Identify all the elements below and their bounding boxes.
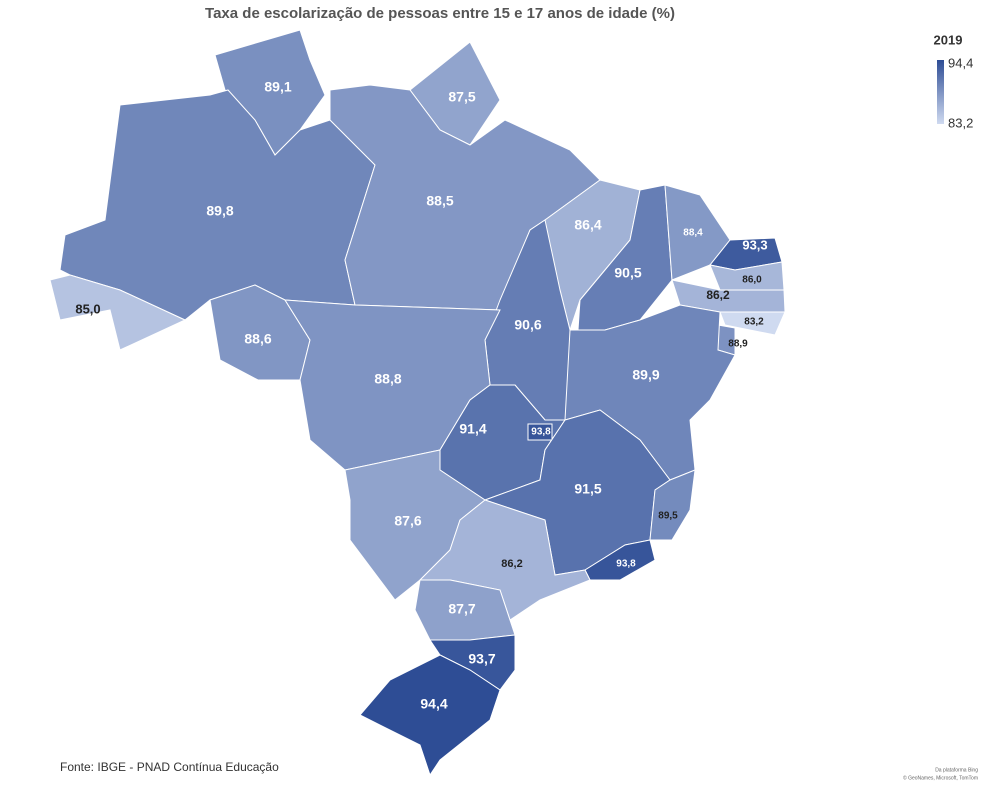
region-label: 94,4 [420, 696, 447, 712]
region-label: 85,0 [75, 301, 100, 316]
region-label: 89,9 [632, 367, 659, 383]
attribution: © GeoNames, Microsoft, TomTom [903, 774, 978, 781]
legend-min: 83,2 [948, 115, 973, 130]
region-label: 87,6 [394, 513, 421, 529]
region-label: 89,8 [206, 203, 233, 219]
region [329, 84, 601, 311]
region-label: 88,8 [374, 371, 401, 387]
region-label: 88,4 [683, 228, 703, 239]
legend-scale [937, 60, 944, 124]
source: Fonte: IBGE - PNAD Contínua Educação [60, 760, 279, 774]
chart-title: Taxa de escolarização de pessoas entre 1… [205, 5, 675, 22]
region-label: 93,3 [742, 237, 767, 252]
region-label: 83,2 [744, 317, 764, 328]
region-label: 93,8 [616, 559, 636, 570]
region-label: 88,9 [728, 339, 748, 350]
region-label: 91,5 [574, 481, 601, 497]
region-label: 88,6 [244, 331, 271, 347]
attribution: Da plataforma Bing [935, 767, 978, 773]
region-label: 87,7 [448, 601, 475, 617]
region-label: 86,2 [706, 288, 730, 302]
region-label: 91,4 [459, 421, 486, 437]
region-label: 90,6 [514, 317, 541, 333]
region [649, 469, 696, 541]
region [49, 274, 187, 351]
legend-max: 94,4 [948, 55, 973, 70]
legend-title: 2019 [934, 32, 963, 47]
region-label: 86,0 [742, 275, 762, 286]
region-label: 86,4 [574, 217, 601, 233]
region-label: 86,2 [501, 558, 522, 570]
region-label: 87,5 [448, 89, 475, 105]
region-label: 93,8 [531, 427, 551, 438]
region-label: 88,5 [426, 193, 453, 209]
region [709, 261, 785, 291]
region-label: 93,7 [468, 651, 495, 667]
region [359, 654, 501, 777]
region-label: 89,5 [658, 511, 678, 522]
region-label: 89,1 [264, 79, 291, 95]
region [719, 311, 786, 336]
region-label: 90,5 [614, 265, 641, 281]
